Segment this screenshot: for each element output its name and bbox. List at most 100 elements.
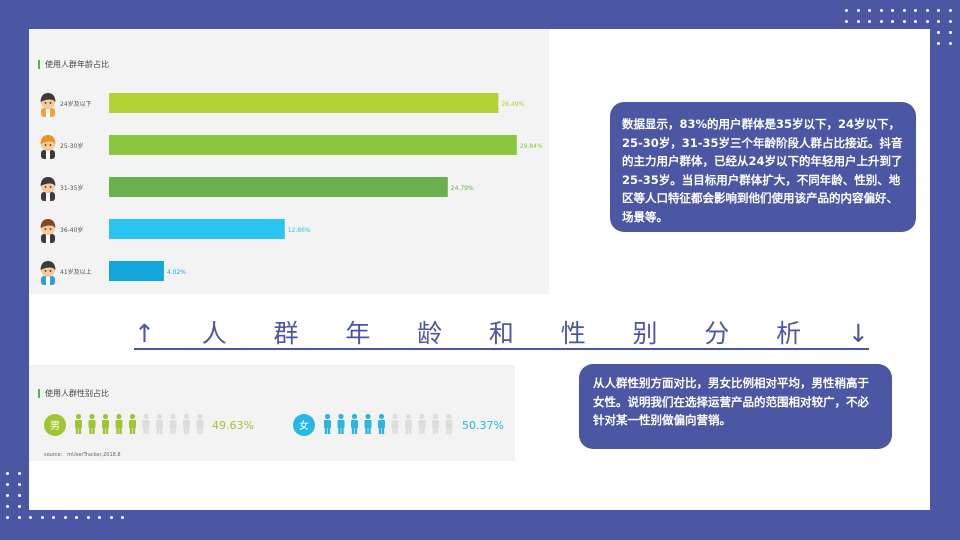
dot [17, 494, 21, 497]
dot [925, 20, 929, 23]
avatar-icon [40, 93, 56, 117]
age-analysis-callout: 数据显示，83%的用户群体是35岁以下，24岁以下，25-30岁，31-35岁三… [610, 102, 916, 232]
avatar-icon [40, 261, 56, 285]
category-label: 31-35岁 [60, 184, 83, 192]
person-icon [391, 413, 399, 434]
heading-char: 析 [776, 319, 802, 348]
age-bar [109, 219, 285, 239]
dot [914, 9, 917, 12]
heading-char: 性 [560, 319, 586, 348]
dot [6, 472, 9, 475]
dot [17, 483, 21, 486]
person-icon [324, 413, 331, 434]
heading-char: 群 [273, 319, 299, 348]
dot [86, 516, 90, 519]
person-icon [142, 413, 150, 434]
heading-char: ↑ [134, 319, 155, 348]
person-icon [183, 413, 190, 434]
dot [856, 9, 860, 12]
dot [891, 20, 894, 23]
gender-name: 女 [299, 419, 309, 432]
person-icon [102, 413, 109, 434]
dot [937, 20, 940, 23]
dot [17, 516, 21, 519]
heading-char: 人 [201, 319, 227, 348]
data-source: source： mUserTracker,2018.8 [44, 452, 121, 458]
gender-badge [44, 414, 66, 436]
dot [98, 516, 101, 519]
person-icon [88, 413, 96, 434]
person-icon [156, 413, 163, 434]
person-icon [337, 413, 345, 434]
heading-char: ↓ [847, 319, 869, 348]
dot [902, 20, 906, 23]
avatar-icon [40, 177, 56, 201]
heading-char: 分 [704, 319, 730, 348]
dot [75, 516, 78, 519]
dot [17, 472, 21, 475]
gender-chart-title: 使用人群性别占比 [38, 389, 109, 398]
dot [891, 9, 894, 12]
age-chart-panel: 使用人群年龄占比 24岁及以下 28.49% 25-30岁 29.84% 31-35岁 2… [29, 29, 549, 294]
person-icon [129, 413, 136, 434]
dot [40, 516, 44, 519]
dot [925, 9, 929, 12]
category-label: 24岁及以下 [60, 100, 92, 108]
category-label: 41岁及以上 [60, 268, 92, 276]
person-icon [115, 413, 123, 434]
person-icon [169, 413, 177, 434]
gender-badge [293, 414, 315, 436]
heading-char: 龄 [417, 319, 443, 348]
person-icon [75, 413, 82, 434]
dot [109, 516, 113, 519]
person-icon [445, 413, 453, 434]
person-icon [378, 413, 385, 434]
dot [879, 9, 883, 12]
age-bar-chart: 24岁及以下 28.49% 25-30岁 29.84% 31-35岁 24.79% 36-4… [40, 93, 543, 285]
person-icon [364, 413, 372, 434]
dot [914, 20, 917, 23]
category-label: 36-40岁 [60, 226, 83, 234]
person-icon [351, 413, 358, 434]
value-label: 24.79% [451, 185, 474, 192]
value-label: 29.84% [520, 143, 543, 150]
heading-char: 别 [632, 319, 658, 348]
dot [937, 9, 940, 12]
value-label: 4.02% [167, 269, 186, 276]
dot [948, 42, 952, 45]
dot [948, 31, 952, 34]
dot [879, 20, 883, 23]
slide-canvas: 使用人群年龄占比 24岁及以下 28.49% 25-30岁 29.84% 31-35岁 2… [29, 29, 930, 510]
heading-char: 年 [345, 319, 371, 348]
dot [856, 20, 860, 23]
dot [902, 9, 906, 12]
dot [937, 31, 940, 34]
dot [948, 20, 952, 23]
avatar-icon [40, 219, 56, 243]
person-icon [405, 413, 412, 434]
gender-analysis-callout: 从人群性别方面对比，男女比例相对平均，男性稍高于女性。说明我们在选择运营产品的范… [579, 364, 892, 449]
dot [845, 20, 848, 23]
age-bar [109, 93, 499, 113]
gender-chart-panel: 使用人群性别占比 男 49.63% 女 50.37% source： mUserTra… [29, 365, 515, 461]
gender-pictogram-chart: 男 49.63% 女 50.37% [44, 413, 504, 436]
person-icon [432, 413, 439, 434]
dot [6, 505, 9, 508]
dot [17, 505, 21, 508]
value-label: 28.49% [501, 101, 524, 108]
dot [6, 494, 9, 497]
dot [29, 516, 32, 519]
person-icon [418, 413, 426, 434]
dot [868, 9, 871, 12]
age-bar [109, 177, 448, 197]
dot [948, 9, 952, 12]
gender-name: 男 [50, 420, 60, 432]
category-label: 25-30岁 [60, 142, 83, 150]
value-label: 12.86% [288, 227, 311, 234]
dot [63, 516, 67, 519]
dot [937, 42, 940, 45]
age-chart-title: 使用人群年龄占比 [38, 60, 109, 69]
dot [868, 20, 871, 23]
dot [121, 516, 124, 519]
person-icon [196, 413, 204, 434]
